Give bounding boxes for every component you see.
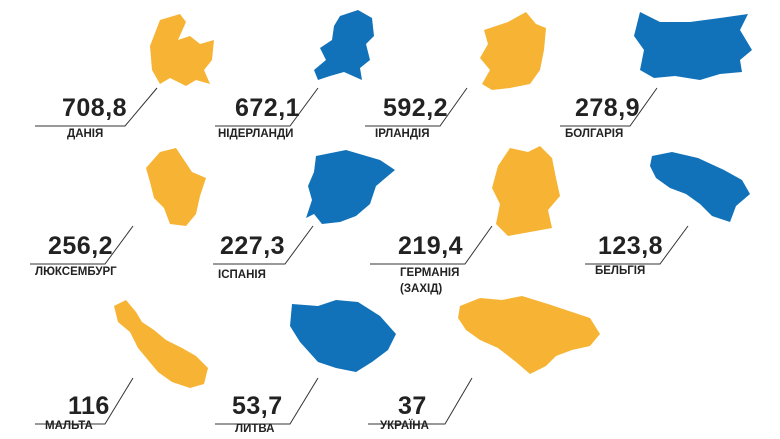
country-label: НІДЕРЛАНДИ <box>218 128 294 140</box>
country-label: БОЛГАРІЯ <box>565 128 624 140</box>
pointer-line <box>560 87 658 127</box>
country-shape <box>634 12 752 80</box>
value-label: 708,8 <box>62 94 128 122</box>
country-shape <box>314 10 374 80</box>
country-shape <box>150 14 214 86</box>
country-label: ІРЛАНДІЯ <box>375 128 430 140</box>
country-shape <box>306 150 395 224</box>
value-label: 227,3 <box>220 232 286 260</box>
value-label: 278,9 <box>575 94 641 122</box>
value-label: 123,8 <box>598 232 664 260</box>
country-shape <box>492 146 560 236</box>
country-label: УКРАЇНА <box>380 420 429 432</box>
country-label: ДАНІЯ <box>67 128 104 140</box>
country-label: МАЛЬТА <box>45 420 93 432</box>
value-label: 256,2 <box>48 232 114 260</box>
pointer-line <box>30 225 134 265</box>
pointer-line <box>370 225 493 265</box>
value-label: 219,4 <box>398 232 464 260</box>
pointer-line <box>35 377 134 425</box>
pointer-line <box>585 225 689 265</box>
value-label: 53,7 <box>232 392 283 420</box>
pointer-line <box>365 87 468 127</box>
country-shape <box>114 300 208 388</box>
country-shape <box>650 152 750 222</box>
country-label: ІСПАНІЯ <box>218 269 266 281</box>
pointer-line <box>35 87 158 127</box>
country-label: ГЕРМАНІЯ (ЗАХІД) <box>400 267 460 295</box>
country-label: ЛИТВА <box>235 423 275 435</box>
pointer-line <box>215 377 319 425</box>
value-label: 116 <box>68 392 110 420</box>
country-shape <box>458 296 600 374</box>
value-label: 592,2 <box>383 94 449 122</box>
country-shape <box>290 300 396 372</box>
pointer-line <box>215 87 319 127</box>
country-label: ЛЮКСЕМБУРГ <box>35 266 117 278</box>
value-label: 672,1 <box>235 94 301 122</box>
country-shape <box>146 148 206 226</box>
pointer-line <box>213 225 314 265</box>
country-shape <box>480 12 546 90</box>
value-label: 37 <box>398 392 427 420</box>
country-label: БЕЛЬГІЯ <box>595 265 646 277</box>
pointer-line <box>368 377 473 425</box>
